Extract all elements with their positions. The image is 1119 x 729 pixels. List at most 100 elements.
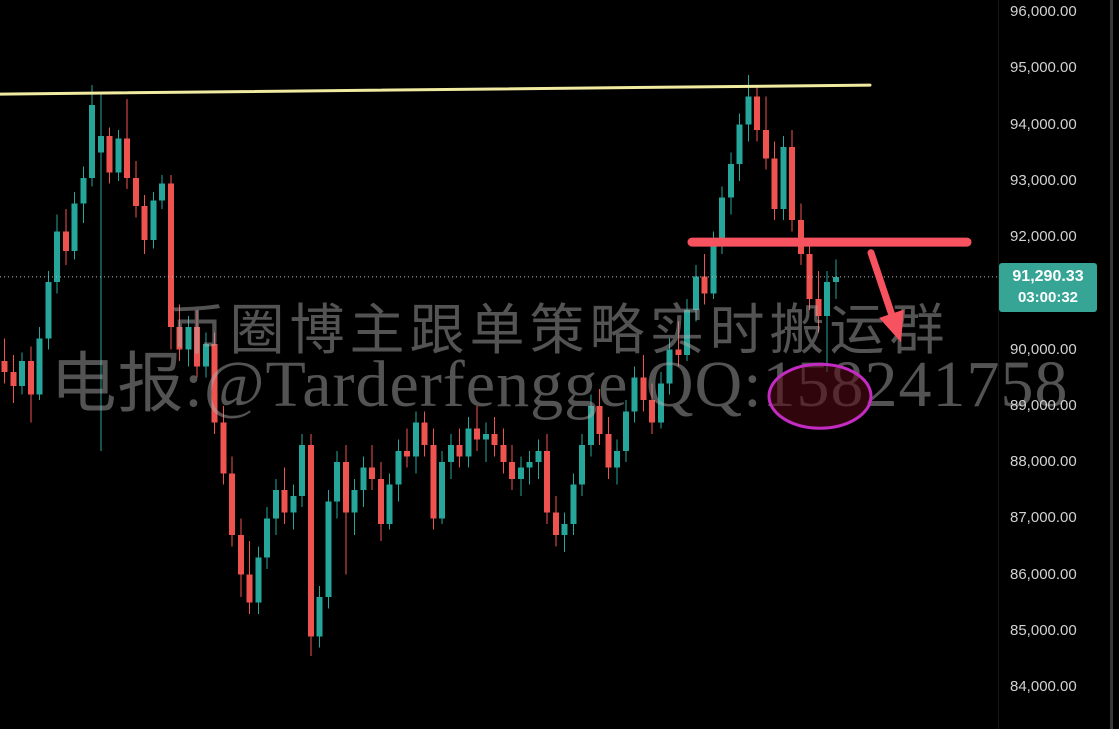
candlestick xyxy=(754,85,760,142)
axis-tick: 84,000.00 xyxy=(1010,678,1077,695)
candlestick xyxy=(596,388,603,446)
candlestick xyxy=(517,456,524,496)
candlestick xyxy=(377,462,384,541)
candlestick xyxy=(701,253,708,305)
yellow-resistance-trendline[interactable] xyxy=(0,83,872,96)
candlestick xyxy=(316,585,323,648)
candlestick xyxy=(19,352,25,395)
candlestick xyxy=(614,439,620,485)
candlestick xyxy=(579,433,585,496)
candlestick xyxy=(832,259,839,299)
axis-tick: 86,000.00 xyxy=(1010,565,1077,583)
candlestick xyxy=(412,411,419,474)
candles-layer xyxy=(1,75,839,657)
candlestick xyxy=(71,192,78,260)
candlestick xyxy=(535,439,542,479)
candlestick xyxy=(439,450,445,524)
candlestick xyxy=(202,332,209,378)
candlestick xyxy=(806,242,813,311)
last-price-label: 91,290.33 03:00:32 xyxy=(999,262,1097,312)
axis-tick: 95,000.00 xyxy=(1010,59,1077,77)
candlestick xyxy=(587,394,594,457)
axis-tick: 87,000.00 xyxy=(1010,509,1077,527)
candlestick xyxy=(771,141,778,221)
candlestick xyxy=(474,405,480,451)
annotations-layer xyxy=(0,83,1000,430)
candlestick xyxy=(509,445,515,491)
candlestick xyxy=(692,265,699,322)
candlestick xyxy=(237,518,244,597)
candlestick xyxy=(194,310,200,378)
axis-tick: 89,000.00 xyxy=(1010,396,1077,414)
candlestick xyxy=(132,161,139,218)
candlestick xyxy=(115,130,122,181)
candlestick xyxy=(421,411,428,457)
candlestick xyxy=(141,194,148,254)
candlestick xyxy=(10,355,17,403)
candlestick xyxy=(797,203,804,266)
candlestick xyxy=(27,346,34,423)
candlestick xyxy=(789,130,795,232)
highlight-ellipse[interactable] xyxy=(767,362,873,430)
candlestick xyxy=(176,304,183,361)
candlestick xyxy=(54,214,60,294)
candlestick xyxy=(45,270,52,350)
candlestick xyxy=(36,327,43,401)
candlestick xyxy=(97,93,104,451)
candlestick xyxy=(622,400,629,462)
candlestick xyxy=(325,490,332,609)
last-price-value: 91,290.33 xyxy=(1012,268,1084,286)
candlestick xyxy=(272,478,279,536)
axis-tick: 93,000.00 xyxy=(1010,171,1077,189)
candlestick xyxy=(1,338,8,384)
candlestick xyxy=(404,428,410,468)
candlestick xyxy=(631,366,638,423)
candlestick xyxy=(220,405,227,485)
candlestick xyxy=(124,99,130,190)
candlestick xyxy=(736,113,743,181)
candlestick xyxy=(351,478,358,536)
candlestick xyxy=(500,428,507,474)
candlestick xyxy=(605,417,612,479)
candlestick xyxy=(430,428,437,530)
candlestick xyxy=(395,439,402,502)
candlestick xyxy=(342,445,349,575)
candlestick xyxy=(684,298,690,361)
candlestick xyxy=(159,175,165,209)
candlestick xyxy=(640,355,647,412)
axis-tick: 85,000.00 xyxy=(1010,621,1077,639)
candlestick xyxy=(465,417,472,468)
axis-scrollbar-strip[interactable] xyxy=(1110,0,1113,729)
candlestick xyxy=(815,270,822,333)
candlestick xyxy=(649,383,655,434)
candlestick xyxy=(526,450,533,485)
candlestick xyxy=(657,372,664,429)
axis-tick: 92,000.00 xyxy=(1010,228,1077,245)
candlestick xyxy=(666,338,673,395)
candlestick xyxy=(255,546,262,614)
candlestick xyxy=(290,484,297,530)
candlestick xyxy=(386,473,393,530)
candlestick xyxy=(62,208,69,266)
candlestick xyxy=(150,192,157,249)
candlestick xyxy=(246,540,253,614)
candlestick xyxy=(447,433,454,479)
candlestick xyxy=(552,495,559,547)
candlestick xyxy=(281,467,288,524)
candlestick xyxy=(334,450,340,519)
axis-tick: 90,000.00 xyxy=(1010,340,1077,358)
candlestick xyxy=(675,321,682,367)
candlestick xyxy=(229,456,235,547)
down-arrow-head[interactable] xyxy=(879,309,904,343)
candlestick xyxy=(299,433,305,507)
candlestick xyxy=(570,473,577,536)
candlestick xyxy=(307,433,314,657)
candlestick xyxy=(89,85,95,187)
candlestick xyxy=(264,507,270,569)
candlestick xyxy=(369,445,375,491)
candlestick xyxy=(762,96,769,170)
price-axis[interactable]: 96,000.00 95,000.00 94,000.00 93,000.00 92,0… xyxy=(1000,0,1119,729)
candlestick xyxy=(185,315,192,367)
candlestick xyxy=(824,270,830,372)
